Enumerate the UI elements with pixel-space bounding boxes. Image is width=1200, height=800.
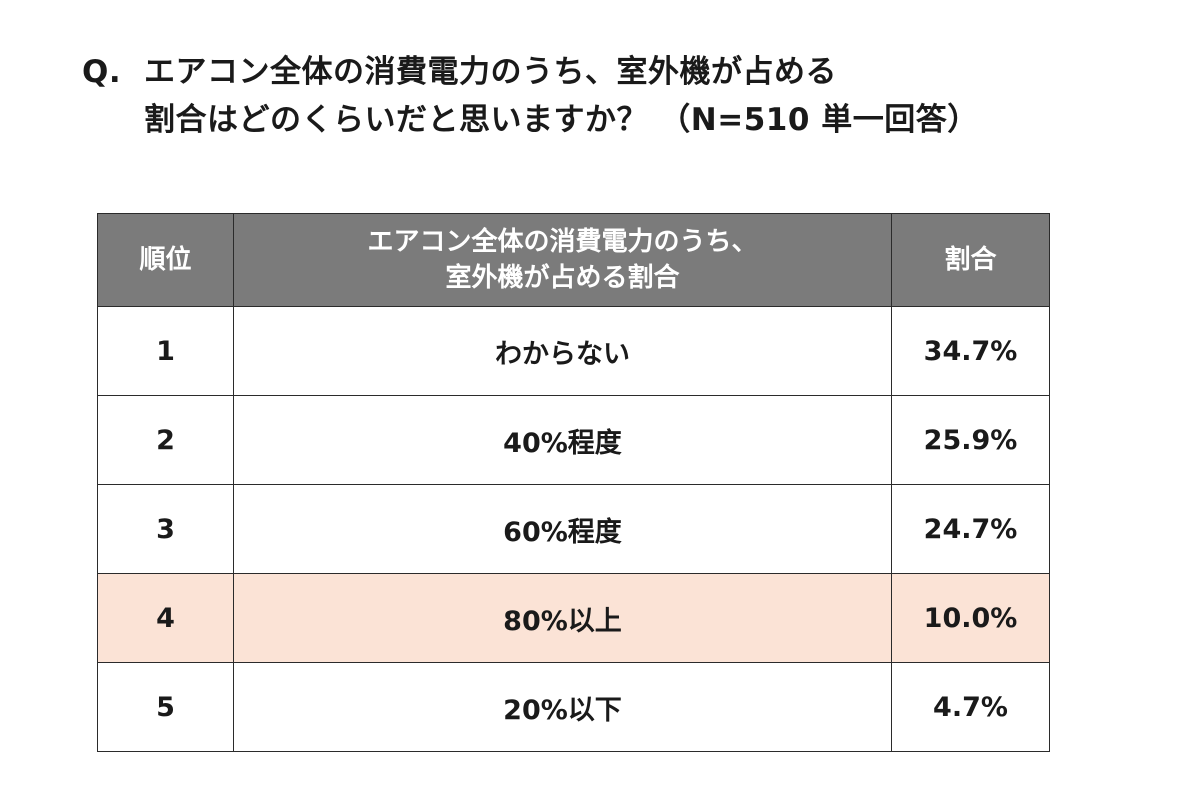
header-answer-line-2: 室外機が占める割合 [445, 263, 680, 293]
question-text-line-1: エアコン全体の消費電力のうち、室外機が占める [144, 54, 837, 90]
question-prefix: Q. [82, 54, 122, 90]
table-row: 1 わからない 34.7% [97, 306, 1050, 396]
question-line-1: Q. エアコン全体の消費電力のうち、室外機が占める [82, 48, 1162, 96]
ratio-cell: 24.7% [891, 484, 1050, 574]
results-table: 順位 エアコン全体の消費電力のうち、 室外機が占める割合 割合 1 わからない … [97, 213, 1050, 752]
rank-cell: 2 [97, 395, 234, 485]
rank-cell: 3 [97, 484, 234, 574]
table-row: 5 20%以下 4.7% [97, 662, 1050, 752]
question-text-line-2: 割合はどのくらいだと思いますか？ （N=510 単一回答） [144, 102, 979, 138]
rank-cell: 1 [97, 306, 234, 396]
table-row: 2 40%程度 25.9% [97, 395, 1050, 485]
ratio-cell: 34.7% [891, 306, 1050, 396]
ratio-cell: 25.9% [891, 395, 1050, 485]
table-header-row: 順位 エアコン全体の消費電力のうち、 室外機が占める割合 割合 [97, 213, 1050, 307]
question-block: Q. エアコン全体の消費電力のうち、室外機が占める 割合はどのくらいだと思います… [82, 48, 1162, 144]
table-row: 3 60%程度 24.7% [97, 484, 1050, 574]
answer-cell: 60%程度 [233, 484, 892, 574]
header-answer: エアコン全体の消費電力のうち、 室外機が占める割合 [233, 213, 892, 307]
answer-cell: 40%程度 [233, 395, 892, 485]
rank-cell: 5 [97, 662, 234, 752]
table-row-highlighted: 4 80%以上 10.0% [97, 573, 1050, 663]
ratio-cell: 4.7% [891, 662, 1050, 752]
header-rank: 順位 [97, 213, 234, 307]
answer-cell: 20%以下 [233, 662, 892, 752]
answer-cell: わからない [233, 306, 892, 396]
ratio-cell: 10.0% [891, 573, 1050, 663]
header-answer-line-1: エアコン全体の消費電力のうち、 [367, 227, 758, 257]
answer-cell: 80%以上 [233, 573, 892, 663]
rank-cell: 4 [97, 573, 234, 663]
header-ratio: 割合 [891, 213, 1050, 307]
